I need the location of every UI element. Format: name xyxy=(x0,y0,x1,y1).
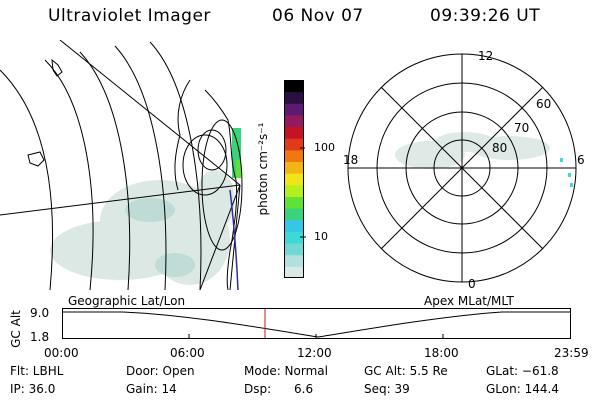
altitude-plot xyxy=(62,308,571,339)
y-tick-top: 9.0 xyxy=(30,306,50,320)
lat-label-60: 60 xyxy=(536,97,551,111)
mlt-label-6: 6 xyxy=(577,153,585,167)
x-tick-0: 00:00 xyxy=(44,346,79,360)
ip-info: IP: 36.0 xyxy=(10,382,56,396)
colorbar-swatch xyxy=(284,196,304,209)
colorbar-swatch xyxy=(284,138,304,151)
x-tick-2: 12:00 xyxy=(297,346,332,360)
instrument-title: Ultraviolet Imager xyxy=(48,6,211,26)
coastlines xyxy=(27,58,238,290)
x-tick-1: 06:00 xyxy=(170,346,205,360)
color-scale-bar xyxy=(284,80,306,278)
glat-info: GLat: −61.8 xyxy=(486,364,559,378)
y-tick-bottom: 1.8 xyxy=(30,330,50,344)
colorbar-swatch xyxy=(284,173,304,186)
lat-label-80: 80 xyxy=(492,141,507,155)
satellite-track xyxy=(229,189,239,290)
colorbar-unit-label: photon cm⁻²s⁻¹ xyxy=(256,122,270,216)
colorbar-tick-100: 100 xyxy=(314,141,335,154)
mlt-label-12: 12 xyxy=(478,50,493,63)
dsp-info: Dsp: 6.6 xyxy=(244,382,314,396)
polar-grid xyxy=(347,53,577,283)
colorbar-swatch xyxy=(284,254,304,267)
x-tick-3: 18:00 xyxy=(424,346,459,360)
colorbar-swatch xyxy=(284,161,304,174)
geographic-map xyxy=(0,40,243,290)
colorbar-swatch xyxy=(284,149,304,163)
gc-alt-info: GC Alt: 5.5 Re xyxy=(364,364,448,378)
geographic-label: Geographic Lat/Lon xyxy=(68,294,186,308)
time-label: 09:39:26 UT xyxy=(430,6,541,26)
gc-alt-axis-title: GC Alt xyxy=(9,310,23,348)
colorbar-swatch xyxy=(284,184,304,197)
aurora-bright-edge xyxy=(232,128,241,178)
apex-label: Apex MLat/MLT xyxy=(424,294,514,308)
colorbar-frame xyxy=(284,80,304,278)
colorbar-swatch xyxy=(284,80,304,93)
colorbar-swatch xyxy=(284,103,304,116)
colorbar-tick-10: 10 xyxy=(314,230,328,243)
altitude-curve xyxy=(62,311,570,338)
mlt-label-18: 18 xyxy=(343,153,358,167)
mlt-label-0: 0 xyxy=(468,277,476,290)
mode-info: Mode: Normal xyxy=(244,364,328,378)
date-label: 06 Nov 07 xyxy=(272,6,364,26)
seq-info: Seq: 39 xyxy=(364,382,410,396)
gain-info: Gain: 14 xyxy=(126,382,177,396)
polar-plot: 12 18 6 0 60 70 80 xyxy=(343,50,585,290)
door-info: Door: Open xyxy=(126,364,195,378)
colorbar-swatch xyxy=(284,219,304,232)
glon-info: GLon: 144.4 xyxy=(486,382,559,396)
lat-label-70: 70 xyxy=(514,121,529,135)
graticule xyxy=(0,40,241,290)
filter-info: Flt: LBHL xyxy=(10,364,64,378)
field-of-view-ovals xyxy=(182,119,243,251)
colorbar-swatch xyxy=(284,208,304,221)
colorbar-swatch xyxy=(284,231,304,244)
x-tick-4: 23:59 xyxy=(554,346,589,360)
colorbar-swatch xyxy=(284,243,304,256)
colorbar-swatch xyxy=(284,126,304,139)
colorbar-swatch xyxy=(284,266,304,278)
colorbar-swatch xyxy=(284,114,304,128)
colorbar-swatch xyxy=(284,91,304,104)
